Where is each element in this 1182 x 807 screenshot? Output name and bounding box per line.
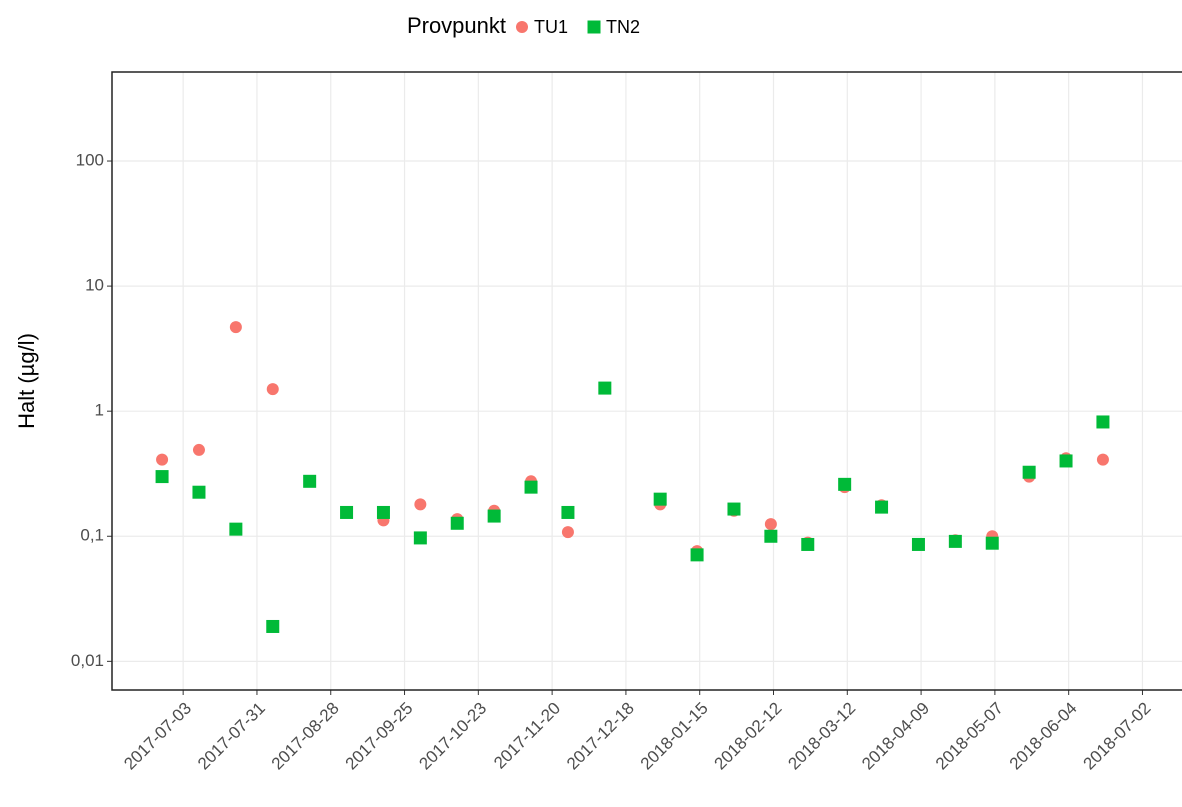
point	[487, 509, 501, 523]
point	[192, 443, 205, 456]
x-tick-label: 2017-11-20	[490, 699, 564, 773]
point	[1096, 415, 1110, 429]
point	[156, 453, 169, 466]
y-tick-label: 0,1	[80, 526, 104, 545]
point	[561, 526, 574, 539]
point	[948, 534, 962, 548]
x-tick-label: 2018-03-12	[784, 699, 859, 774]
point	[414, 498, 427, 511]
legend-label: TU1	[534, 17, 568, 37]
point	[1096, 453, 1109, 466]
x-tick-label: 2017-08-28	[268, 699, 343, 774]
point	[690, 548, 704, 562]
point	[1059, 454, 1073, 468]
point	[229, 522, 243, 536]
x-tick-label: 2018-02-12	[711, 699, 786, 774]
x-tick-label: 2018-01-15	[637, 699, 712, 774]
point	[727, 502, 741, 516]
point	[764, 529, 778, 543]
point	[340, 505, 354, 519]
plot-border	[111, 71, 1182, 691]
x-tick-label: 2018-05-07	[932, 699, 1007, 774]
y-axis-label: Halt (µg/l)	[14, 333, 39, 429]
point	[875, 500, 889, 514]
point	[303, 474, 317, 488]
point	[561, 505, 575, 519]
point	[192, 485, 206, 499]
point	[155, 470, 169, 484]
x-tick-label: 2018-04-09	[858, 699, 933, 774]
point	[801, 537, 815, 551]
x-tick-label: 2017-09-25	[342, 699, 417, 774]
plot-background	[112, 72, 1182, 690]
point	[266, 383, 279, 396]
point	[413, 531, 427, 545]
x-tick-label: 2018-06-04	[1006, 699, 1081, 774]
x-tick-label: 2018-07-02	[1080, 699, 1155, 774]
y-tick-label: 0,01	[71, 651, 104, 670]
x-tick-label: 2017-07-03	[120, 699, 195, 774]
point	[376, 505, 390, 519]
point	[985, 536, 999, 550]
x-tick-label: 2017-10-23	[415, 699, 490, 774]
y-tick-label: 100	[76, 151, 104, 170]
y-tick-label: 10	[85, 276, 104, 295]
point	[450, 516, 464, 530]
point	[598, 381, 612, 395]
y-tick-label: 1	[95, 401, 104, 420]
point	[266, 619, 280, 633]
point	[764, 518, 777, 531]
point	[838, 477, 852, 491]
legend-marker	[587, 20, 601, 34]
legend-label: TN2	[606, 17, 640, 37]
point	[1022, 465, 1036, 479]
legend-marker	[516, 21, 528, 33]
x-tick-label: 2017-07-31	[194, 699, 269, 774]
point	[524, 480, 538, 494]
x-tick-label: 2017-12-18	[563, 699, 638, 774]
point	[229, 321, 242, 334]
point	[911, 537, 925, 551]
point	[653, 492, 667, 506]
legend-title: Provpunkt	[407, 13, 506, 38]
